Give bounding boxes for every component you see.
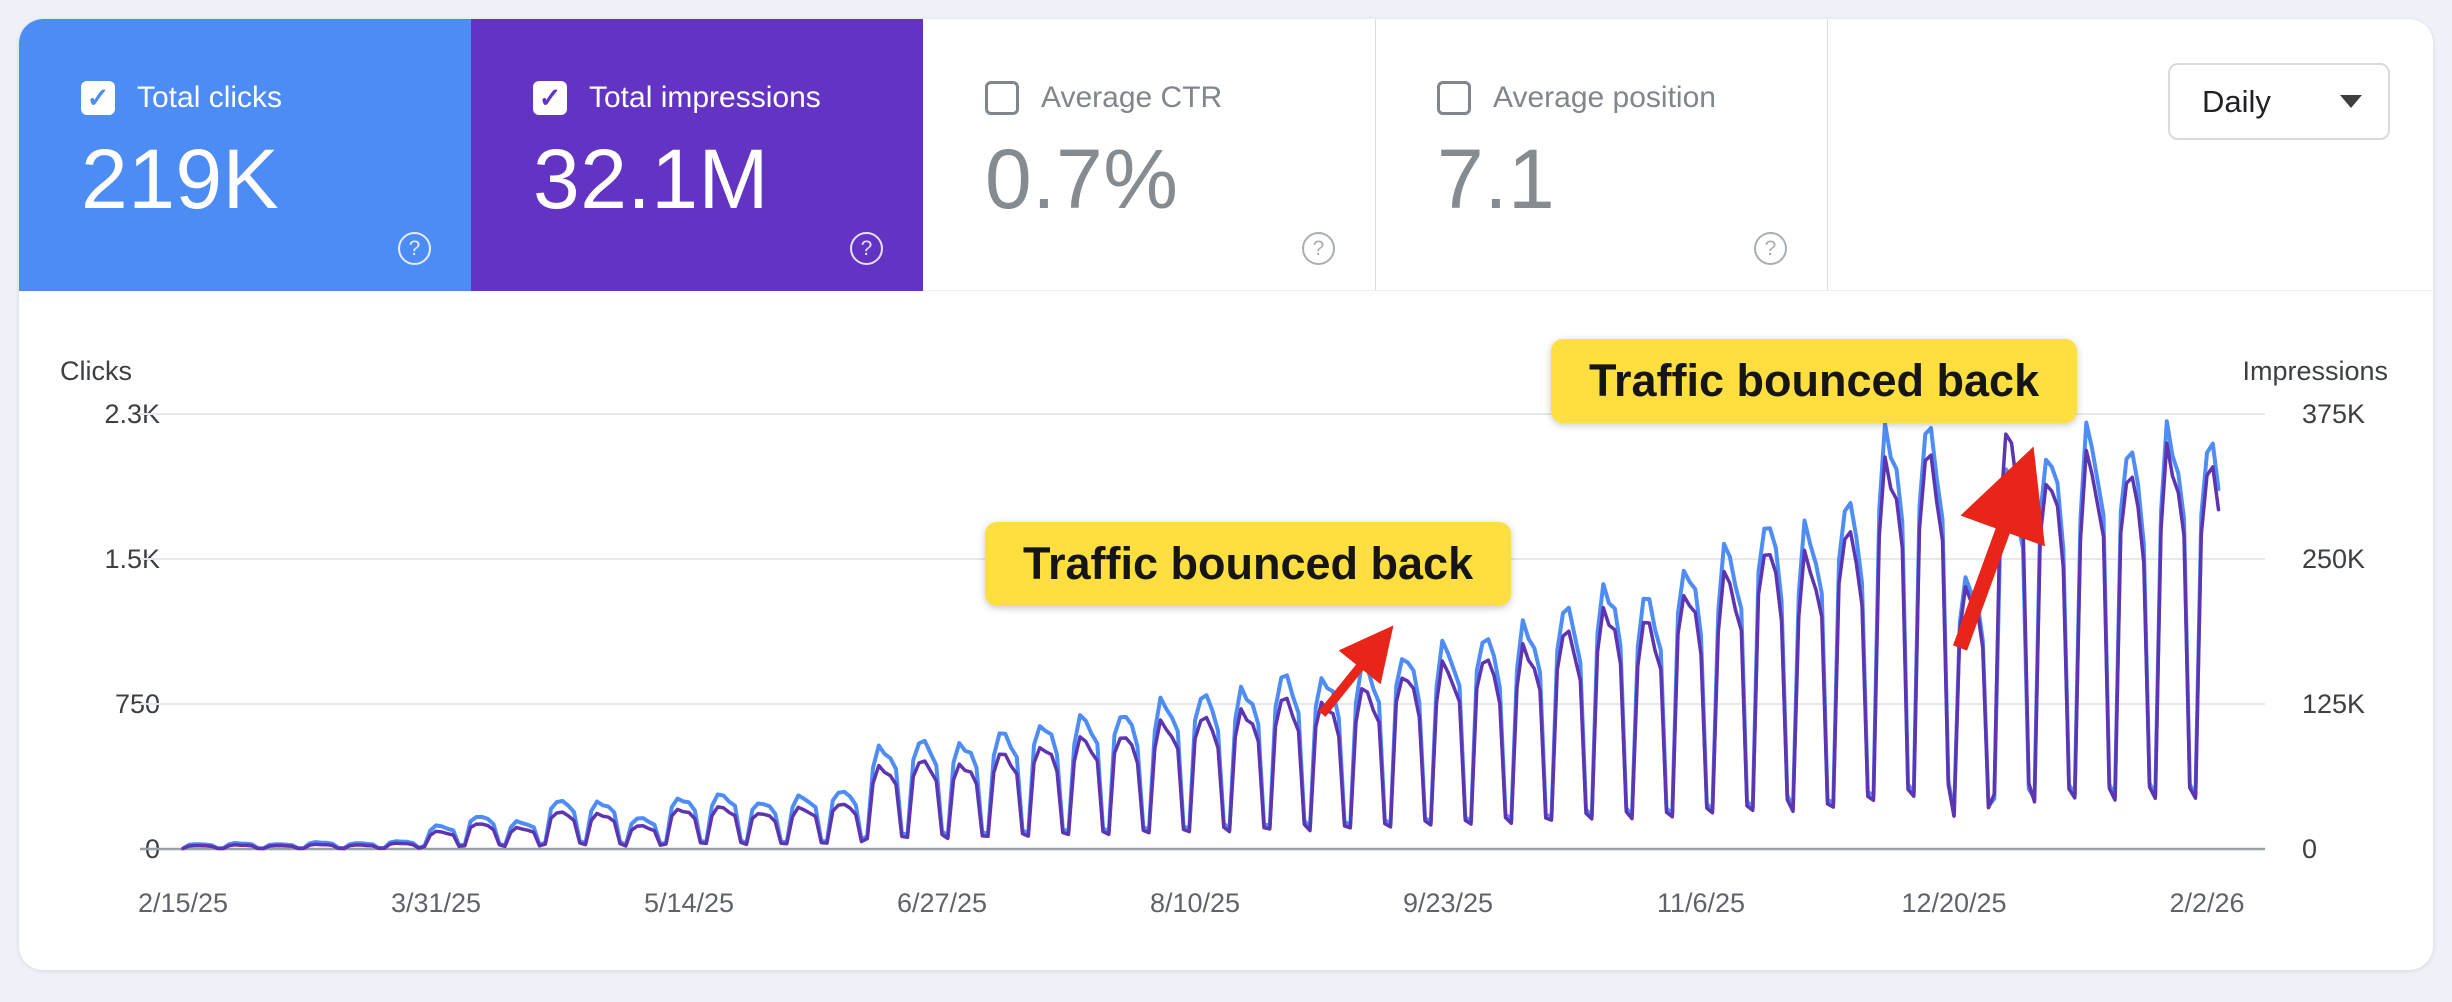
help-icon[interactable]: ?: [1754, 232, 1787, 265]
card-divider: [1375, 19, 1376, 291]
metric-label: Average CTR: [1041, 81, 1223, 114]
x-tick-label: 6/27/25: [896, 888, 988, 918]
y-tick-label: 750: [114, 689, 160, 719]
y-tick-label: 250K: [2302, 544, 2366, 574]
checkbox-total-impressions-icon[interactable]: ✓: [533, 81, 567, 115]
y-tick-label: 125K: [2302, 689, 2366, 719]
x-tick-label: 5/14/25: [643, 888, 735, 918]
header-divider: [923, 290, 2433, 291]
granularity-dropdown[interactable]: Daily: [2168, 63, 2390, 140]
x-tick-label: 12/20/25: [1901, 888, 2007, 918]
metric-value: 219K: [81, 132, 280, 226]
metric-value: 7.1: [1437, 132, 1556, 226]
checkbox-average-position-icon[interactable]: ✓: [1437, 81, 1471, 115]
x-tick-label: 2/15/25: [137, 888, 229, 918]
right-axis-title: Impressions: [2242, 356, 2388, 386]
metric-label: Total impressions: [589, 81, 821, 114]
metric-label: Total clicks: [137, 81, 283, 114]
x-tick-label: 8/10/25: [1149, 888, 1241, 918]
metric-card-total-impressions[interactable]: ✓ Total impressions 32.1M ?: [471, 19, 923, 291]
metric-card-average-position[interactable]: ✓ Average position 7.1 ?: [1375, 19, 1827, 291]
help-icon[interactable]: ?: [850, 232, 883, 265]
y-tick-label: 0: [2302, 834, 2318, 864]
metric-card-average-ctr[interactable]: ✓ Average CTR 0.7% ?: [923, 19, 1375, 291]
metric-card-total-clicks[interactable]: ✓ Total clicks 219K ?: [19, 19, 471, 291]
card-divider: [1827, 19, 1828, 291]
checkbox-average-ctr-icon[interactable]: ✓: [985, 81, 1019, 115]
x-tick-label: 2/2/26: [2169, 888, 2245, 918]
y-tick-label: 1.5K: [104, 544, 160, 574]
x-tick-label: 3/31/25: [390, 888, 482, 918]
x-tick-label: 11/6/25: [1656, 888, 1746, 918]
annotation-traffic-bounced-back: Traffic bounced back: [1551, 339, 2078, 423]
chevron-down-icon: [2340, 95, 2362, 108]
y-tick-label: 2.3K: [104, 399, 160, 429]
metric-cards-row: ✓ Total clicks 219K ? ✓ Total impression…: [19, 19, 2433, 291]
x-tick-label: 9/23/25: [1402, 888, 1494, 918]
checkbox-total-clicks-icon[interactable]: ✓: [81, 81, 115, 115]
metric-label: Average position: [1493, 81, 1716, 114]
y-tick-label: 0: [144, 834, 160, 864]
metric-value: 32.1M: [533, 132, 769, 226]
metric-value: 0.7%: [985, 132, 1179, 226]
y-tick-label: 375K: [2302, 399, 2366, 429]
granularity-value: Daily: [2202, 83, 2271, 119]
annotation-traffic-bounced-back: Traffic bounced back: [985, 522, 1512, 606]
help-icon[interactable]: ?: [1302, 232, 1335, 265]
left-axis-title: Clicks: [60, 356, 132, 386]
help-icon[interactable]: ?: [398, 232, 431, 265]
